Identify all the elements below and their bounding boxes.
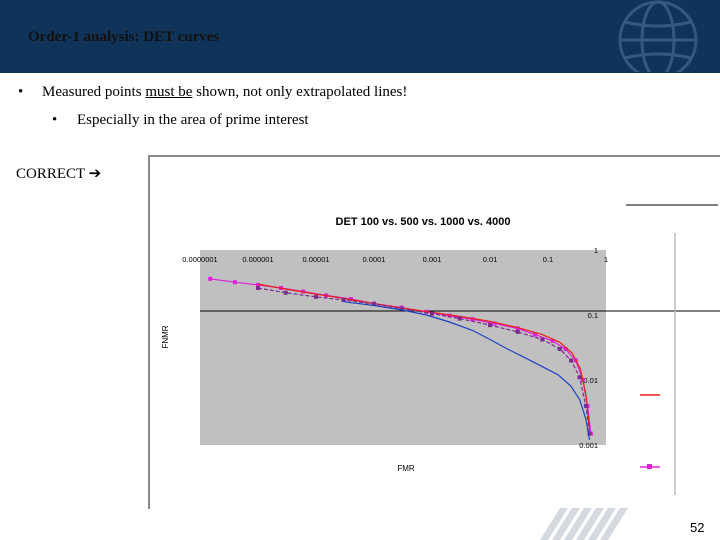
header-divider	[0, 72, 720, 73]
y-tick-label: 0.01	[583, 376, 598, 385]
arrow-right-icon: ➔	[88, 166, 102, 182]
slide-header: Order-1 analysis: DET curves	[0, 0, 720, 72]
x-tick-label: 0.000001	[242, 255, 273, 264]
x-tick-label: 0.1	[543, 255, 553, 264]
globe-watermark-icon	[618, 0, 698, 72]
x-tick-label: 1	[604, 255, 608, 264]
y-tick-label: 0.001	[579, 441, 598, 450]
y-tick-labels: 1 0.1 0.01 0.001	[579, 246, 598, 450]
series-point-1	[550, 338, 555, 343]
x-tick-label: 0.001	[423, 255, 442, 264]
x-tick-label: 0.0001	[363, 255, 386, 264]
series-point-1	[348, 297, 353, 301]
series-point-3	[314, 294, 318, 299]
det-chart: DET 100 vs. 500 vs. 1000 vs. 4000 FMR FN…	[161, 204, 720, 495]
series-line-3	[257, 287, 591, 434]
plot-area	[200, 250, 606, 445]
series-point-1	[492, 321, 497, 326]
series-point-1	[232, 280, 237, 285]
page-number: 52	[690, 520, 705, 535]
series-point-3	[399, 306, 404, 311]
footer-stripes-decoration	[540, 508, 628, 540]
x-tick-label: 0.0000001	[182, 255, 217, 264]
series-point-3	[488, 323, 492, 328]
series-point-1	[256, 282, 260, 287]
bullet-text: Measured points must be shown, not only …	[42, 84, 408, 100]
y-axis-label: FNMR	[161, 325, 170, 348]
series-point-3	[430, 311, 434, 316]
x-tick-label: 0.01	[483, 255, 498, 264]
correct-label: CORRECT ➔	[16, 166, 102, 182]
series-line-4	[343, 301, 591, 441]
series-point-3	[256, 286, 260, 290]
slide-title: Order-1 analysis: DET curves	[28, 29, 220, 45]
series-point-3	[283, 290, 288, 295]
series-point-1	[563, 347, 568, 351]
x-tick-labels: 0.0000001 0.000001 0.00001 0.0001 0.001 0.01 0…	[182, 255, 608, 264]
series-point-3	[583, 403, 588, 408]
series-point-3	[587, 431, 592, 436]
series-point-3	[457, 316, 462, 321]
series-point-3	[540, 337, 545, 342]
series-point-3	[569, 358, 574, 363]
x-tick-label: 0.00001	[302, 255, 329, 264]
series-layer	[208, 276, 593, 441]
series-line-2	[257, 283, 591, 429]
series-point-1	[208, 276, 213, 281]
y-tick-label: 0.1	[588, 311, 598, 320]
series-point-3	[515, 329, 520, 334]
series-point-3	[341, 298, 346, 302]
chart-title: DET 100 vs. 500 vs. 1000 vs. 4000	[336, 216, 511, 228]
series-point-3	[577, 375, 582, 380]
bullet-marker: •	[18, 84, 24, 100]
x-axis-label: FMR	[397, 464, 415, 473]
series-point-3	[372, 301, 376, 306]
bullet-marker: •	[52, 112, 58, 128]
bullet-text: Especially in the area of prime interest	[77, 112, 309, 128]
series-point-3	[557, 347, 562, 351]
series-point-1	[447, 313, 452, 318]
series-point-1	[470, 317, 475, 322]
series-point-1	[515, 326, 520, 331]
legend-sample-magenta	[640, 464, 660, 469]
series-point-1	[533, 332, 538, 337]
y-tick-label: 1	[594, 246, 598, 255]
